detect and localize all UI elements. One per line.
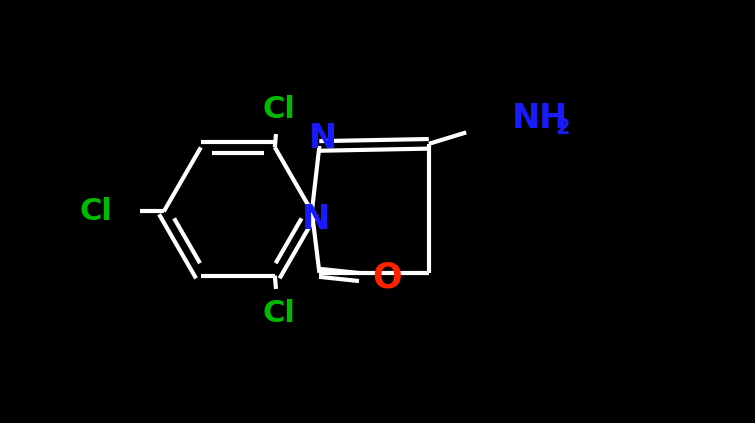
Text: N: N [309, 122, 337, 155]
Text: N: N [301, 203, 330, 236]
Text: Cl: Cl [262, 299, 295, 328]
Text: Cl: Cl [79, 197, 112, 226]
Text: 2: 2 [556, 118, 570, 138]
Text: Cl: Cl [262, 95, 295, 124]
Text: O: O [372, 260, 402, 294]
Text: NH: NH [512, 102, 568, 135]
